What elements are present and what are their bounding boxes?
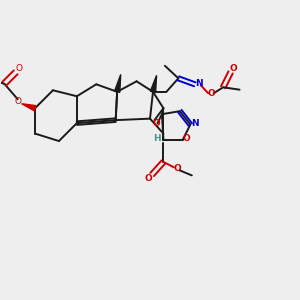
Text: O: O [183, 134, 190, 142]
Text: O: O [152, 118, 160, 127]
Polygon shape [150, 75, 157, 92]
Text: H: H [153, 134, 161, 142]
Text: O: O [145, 174, 152, 183]
Text: N: N [196, 79, 203, 88]
Text: O: O [208, 89, 216, 98]
Text: O: O [14, 97, 21, 106]
Polygon shape [22, 104, 36, 111]
Text: O: O [229, 64, 237, 73]
Text: O: O [15, 64, 22, 73]
Text: N: N [191, 118, 199, 127]
Polygon shape [115, 74, 121, 92]
Text: O: O [174, 164, 182, 173]
